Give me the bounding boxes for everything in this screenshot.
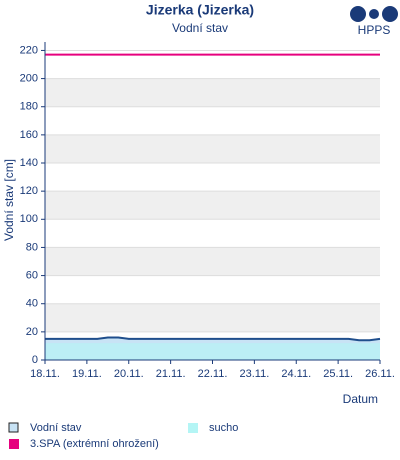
grid-band (45, 191, 380, 220)
logo-text: HPPS (358, 23, 391, 37)
y-tick-label: 220 (20, 44, 38, 56)
legend-label: 3.SPA (extrémní ohrožení) (30, 438, 159, 450)
y-tick-label: 140 (20, 157, 38, 169)
threshold-area (45, 343, 380, 360)
chart-subtitle: Vodní stav (172, 21, 228, 35)
y-tick-label: 160 (20, 129, 38, 141)
legend-swatch (188, 423, 198, 433)
legend-label: Vodní stav (30, 422, 82, 434)
legend-swatch (9, 439, 19, 449)
y-tick-label: 100 (20, 213, 38, 225)
series-line (45, 336, 381, 342)
x-tick-label: 20.11. (114, 368, 144, 380)
y-tick-label: 20 (26, 326, 38, 338)
x-tick-label: 26.11. (365, 368, 395, 380)
y-tick-label: 120 (20, 185, 38, 197)
y-tick-label: 60 (26, 269, 38, 281)
grid-band (45, 247, 380, 276)
logo: HPPS (350, 6, 398, 37)
grid-band (45, 303, 380, 332)
x-tick-label: 24.11. (281, 368, 311, 380)
chart-title: Jizerka (Jizerka) (146, 2, 254, 18)
x-tick-label: 25.11. (323, 368, 353, 380)
x-tick-label: 19.11. (72, 368, 102, 380)
grid-band (45, 134, 380, 164)
y-tick-label: 80 (26, 241, 38, 253)
x-tick-label: 21.11. (156, 368, 186, 380)
legend-swatch (8, 422, 19, 433)
y-tick-label: 180 (20, 101, 38, 113)
legend-label: sucho (209, 422, 238, 434)
x-axis-label: Datum (343, 392, 378, 406)
x-tick-label: 23.11. (239, 368, 269, 380)
y-tick-label: 40 (26, 298, 38, 310)
y-tick-label: 200 (20, 72, 38, 84)
x-tick-label: 22.11. (198, 368, 228, 380)
y-axis-label: Vodní stav [cm] (2, 159, 16, 241)
grid-band (45, 78, 380, 107)
x-tick-label: 18.11. (30, 368, 60, 380)
y-tick-label: 0 (32, 354, 38, 366)
